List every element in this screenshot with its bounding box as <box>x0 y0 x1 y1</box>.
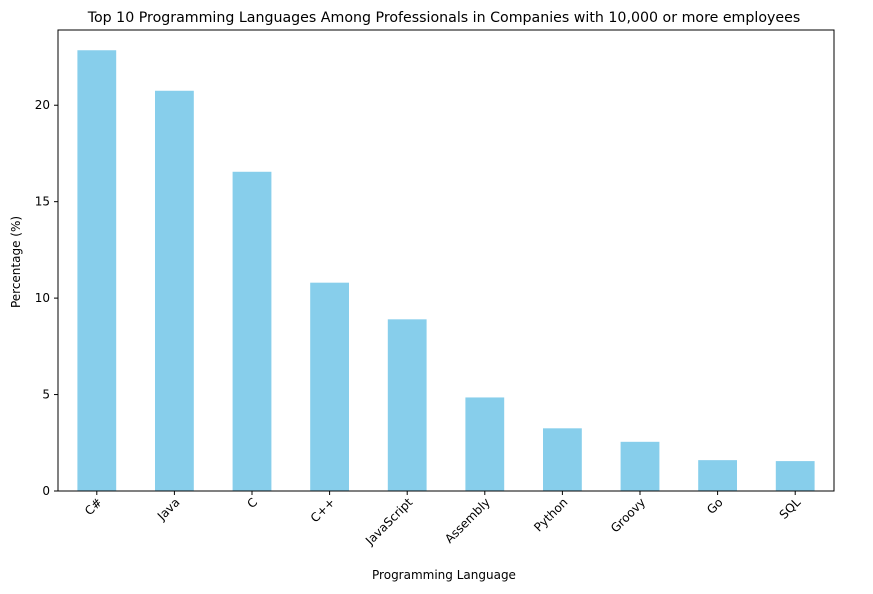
x-tick-label: C <box>244 495 260 511</box>
bar <box>387 319 427 491</box>
x-tick-label: JavaScript <box>362 495 415 548</box>
bars-group <box>77 50 815 492</box>
x-axis-label: Programming Language <box>372 568 516 582</box>
y-tick-label: 5 <box>42 388 50 402</box>
plot-frame <box>57 29 835 492</box>
chart-title: Top 10 Programming Languages Among Profe… <box>87 10 801 26</box>
bar <box>310 282 349 491</box>
bar <box>620 441 660 491</box>
bar <box>775 461 815 491</box>
y-tick-label: 20 <box>35 98 50 112</box>
x-tick-label: SQL <box>777 495 804 522</box>
bar <box>698 460 737 491</box>
y-axis-label: Percentage (%) <box>9 216 23 308</box>
x-axis-ticks: C# Java C C++ JavaScript Assembly Python Groovy… <box>82 491 804 548</box>
x-tick-label: C# <box>82 495 105 518</box>
x-tick-label: Assembly <box>442 495 493 546</box>
x-tick-label: Java <box>154 495 183 524</box>
y-tick-label: 10 <box>35 291 50 305</box>
bar <box>465 397 505 491</box>
x-tick-label: Go <box>704 495 726 517</box>
y-tick-label: 15 <box>35 195 50 209</box>
bar <box>232 171 272 491</box>
y-axis-ticks: 0 5 10 15 20 <box>35 98 58 498</box>
bar <box>155 90 194 492</box>
x-tick-label: Python <box>531 495 570 534</box>
x-tick-label: C++ <box>308 495 338 525</box>
y-tick-label: 0 <box>42 484 50 498</box>
x-tick-label: Groovy <box>608 495 648 535</box>
bar <box>77 50 117 491</box>
bar <box>543 428 582 491</box>
